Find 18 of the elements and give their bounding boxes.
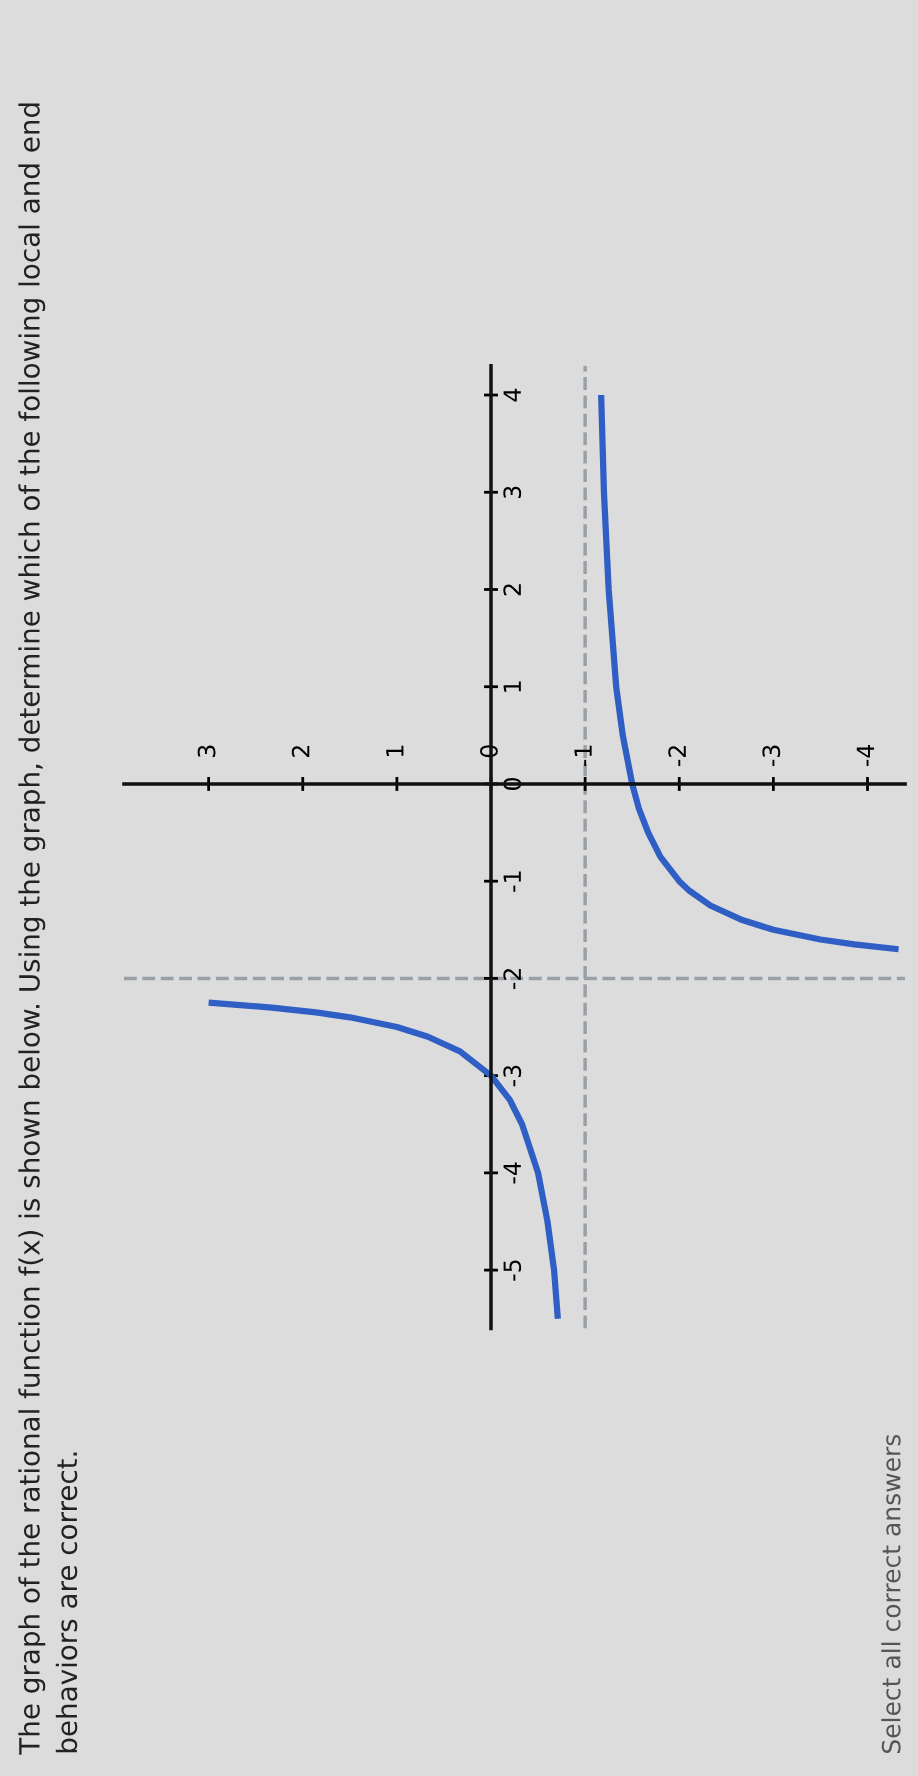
y-tick-label: -2 [503, 969, 521, 990]
x-tick-label: 1 [386, 745, 404, 757]
y-tick-label: -5 [503, 1260, 522, 1281]
text: The graph of the rational function f(x) is shown below. Using the graph, determine which of the following local and end behaviors are correct. [18, 103, 78, 1755]
y-tick-label: 3 [503, 486, 522, 498]
y-tick-label: 4 [503, 388, 521, 402]
x-tick-label: 2 [291, 746, 310, 757]
x-tick-label: -4 [856, 745, 875, 767]
x-tick-label: -1 [574, 745, 592, 767]
y-tick-label: -3 [503, 1065, 522, 1087]
x-tick-label: -2 [668, 746, 686, 767]
y-tick-label: 1 [503, 681, 521, 692]
x-tick-label: -3 [762, 745, 781, 767]
y-tick-label: -4 [503, 1162, 521, 1184]
x-tick-label: 3 [197, 745, 216, 757]
text: Select all correct answers [881, 1434, 901, 1754]
y-tick-label: -1 [503, 871, 521, 892]
y-tick-label: 2 [503, 584, 521, 596]
